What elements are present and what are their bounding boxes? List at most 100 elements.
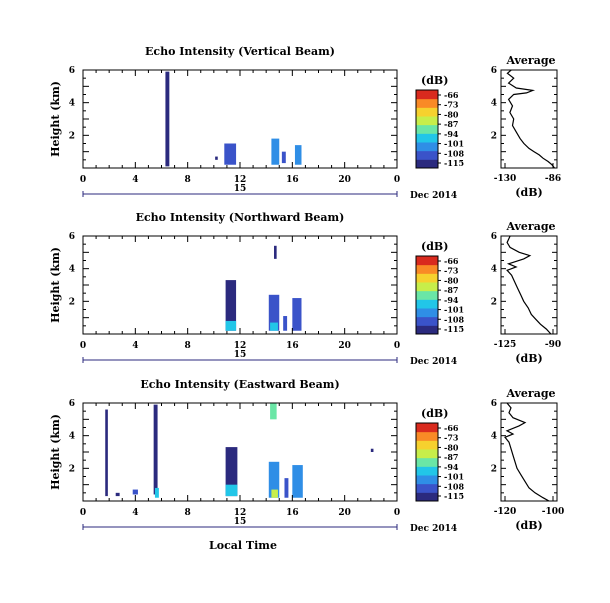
panel-3: Echo Intensity (Eastward Beam) 0 4 8 12 16 20 0… xyxy=(49,378,564,534)
average-x-label: (dB) xyxy=(515,519,542,532)
echo-cell xyxy=(292,465,303,498)
x-tick-label: 0 xyxy=(394,175,400,185)
average-y-tick-label: 6 xyxy=(491,66,497,76)
average-frame xyxy=(500,402,558,502)
x-tick-label: 12 xyxy=(234,508,247,518)
echo-cell xyxy=(281,151,286,164)
colorbar-swatch xyxy=(416,142,438,152)
day-label: 15 xyxy=(234,350,247,360)
x-tick-label: 4 xyxy=(132,508,138,518)
colorbar-swatch xyxy=(416,325,438,335)
average-title: Average xyxy=(505,220,555,233)
colorbar-tick-label: -115 xyxy=(444,158,464,168)
echo-cell xyxy=(225,484,238,497)
x-tick-label: 20 xyxy=(338,341,351,351)
plot-frame xyxy=(82,402,398,502)
x-tick-label: 0 xyxy=(80,175,86,185)
echo-cell xyxy=(268,461,280,498)
panel-title: Echo Intensity (Vertical Beam) xyxy=(145,45,335,58)
average-x-tick-label: -100 xyxy=(542,507,565,517)
y-axis-label: Height (km) xyxy=(49,414,62,490)
colorbar-frame xyxy=(415,422,439,502)
average-profile-line xyxy=(504,402,550,502)
colorbar-swatch xyxy=(416,299,438,309)
colorbar-swatch xyxy=(416,116,438,126)
colorbar-swatch xyxy=(416,124,438,134)
colorbar-swatch xyxy=(416,264,438,274)
average-frame xyxy=(500,69,558,169)
average-y-tick-label: 2 xyxy=(491,464,497,474)
colorbar-unit: (dB) xyxy=(421,240,448,253)
echo-cell xyxy=(115,492,120,497)
average-y-tick-label: 4 xyxy=(491,265,497,275)
echo-cell xyxy=(225,320,237,331)
colorbar-tick-label: -66 xyxy=(444,256,459,266)
average-x-tick-label: -90 xyxy=(545,340,561,350)
y-tick-label: 6 xyxy=(69,399,75,409)
echo-cell xyxy=(283,316,288,331)
colorbar-swatch xyxy=(416,492,438,502)
colorbar-tick-label: -80 xyxy=(444,442,459,452)
echo-cell xyxy=(215,156,218,160)
colorbar-swatch xyxy=(416,440,438,450)
date-label: Dec 2014 xyxy=(410,524,457,534)
y-tick-label: 4 xyxy=(69,432,75,442)
x-tick-label: 16 xyxy=(286,341,299,351)
x-tick-label: 8 xyxy=(185,508,191,518)
day-label: 15 xyxy=(234,184,247,194)
colorbar-tick-label: -94 xyxy=(444,462,459,472)
average-y-tick-label: 4 xyxy=(491,99,497,109)
colorbar-tick-label: -87 xyxy=(444,285,458,295)
average-x-tick-label: -125 xyxy=(494,340,517,350)
y-tick-label: 2 xyxy=(69,464,75,474)
average-frame xyxy=(500,235,558,335)
colorbar-tick-label: -87 xyxy=(444,452,458,462)
colorbar-swatch xyxy=(416,290,438,300)
colorbar-swatch xyxy=(416,431,438,441)
colorbar-tick-label: -73 xyxy=(444,433,459,443)
x-tick-label: 0 xyxy=(394,508,400,518)
y-tick-label: 2 xyxy=(69,131,75,141)
average-y-tick-label: 6 xyxy=(491,399,497,409)
panel-2: Echo Intensity (Northward Beam)0 4 8 12 16 20… xyxy=(49,211,561,367)
echo-cell xyxy=(132,489,138,495)
colorbar-swatch xyxy=(416,159,438,169)
x-tick-label: 12 xyxy=(234,341,247,351)
colorbar-swatch xyxy=(416,466,438,476)
average-x-label: (dB) xyxy=(515,186,542,199)
echo-cell xyxy=(225,447,238,497)
echo-cell xyxy=(274,245,277,259)
colorbar-tick-label: -66 xyxy=(444,423,459,433)
echo-cell xyxy=(105,409,108,497)
average-title: Average xyxy=(505,387,555,400)
echo-cell xyxy=(165,71,170,167)
y-tick-label: 4 xyxy=(69,99,75,109)
y-axis-label: Height (km) xyxy=(49,247,62,323)
echo-cell xyxy=(292,298,302,331)
x-tick-label: 0 xyxy=(80,341,86,351)
colorbar-swatch xyxy=(416,483,438,493)
colorbar-tick-label: -108 xyxy=(444,314,464,324)
colorbar-swatch xyxy=(416,107,438,117)
echo-cell xyxy=(271,489,278,498)
average-x-label: (dB) xyxy=(515,352,542,365)
x-tick-label: 8 xyxy=(185,341,191,351)
echo-cell xyxy=(271,138,280,165)
x-tick-label: 0 xyxy=(80,508,86,518)
panel-1: Echo Intensity (Vertical Beam) 0 4 8 12 16 20 0… xyxy=(49,45,561,201)
colorbar-swatch xyxy=(416,316,438,326)
colorbar-tick-label: -115 xyxy=(444,491,464,501)
colorbar-swatch xyxy=(416,150,438,160)
average-title: Average xyxy=(505,54,555,67)
colorbar-swatch xyxy=(416,90,438,100)
date-label: Dec 2014 xyxy=(410,357,457,367)
colorbar-unit: (dB) xyxy=(421,407,448,420)
colorbar-swatch xyxy=(416,273,438,283)
colorbar-swatch xyxy=(416,423,438,433)
colorbar-tick-label: -94 xyxy=(444,129,459,139)
x-tick-label: 20 xyxy=(338,508,351,518)
x-tick-label: 12 xyxy=(234,175,247,185)
colorbar-frame xyxy=(415,89,439,169)
x-tick-label: 4 xyxy=(132,341,138,351)
echo-cell xyxy=(270,322,278,331)
